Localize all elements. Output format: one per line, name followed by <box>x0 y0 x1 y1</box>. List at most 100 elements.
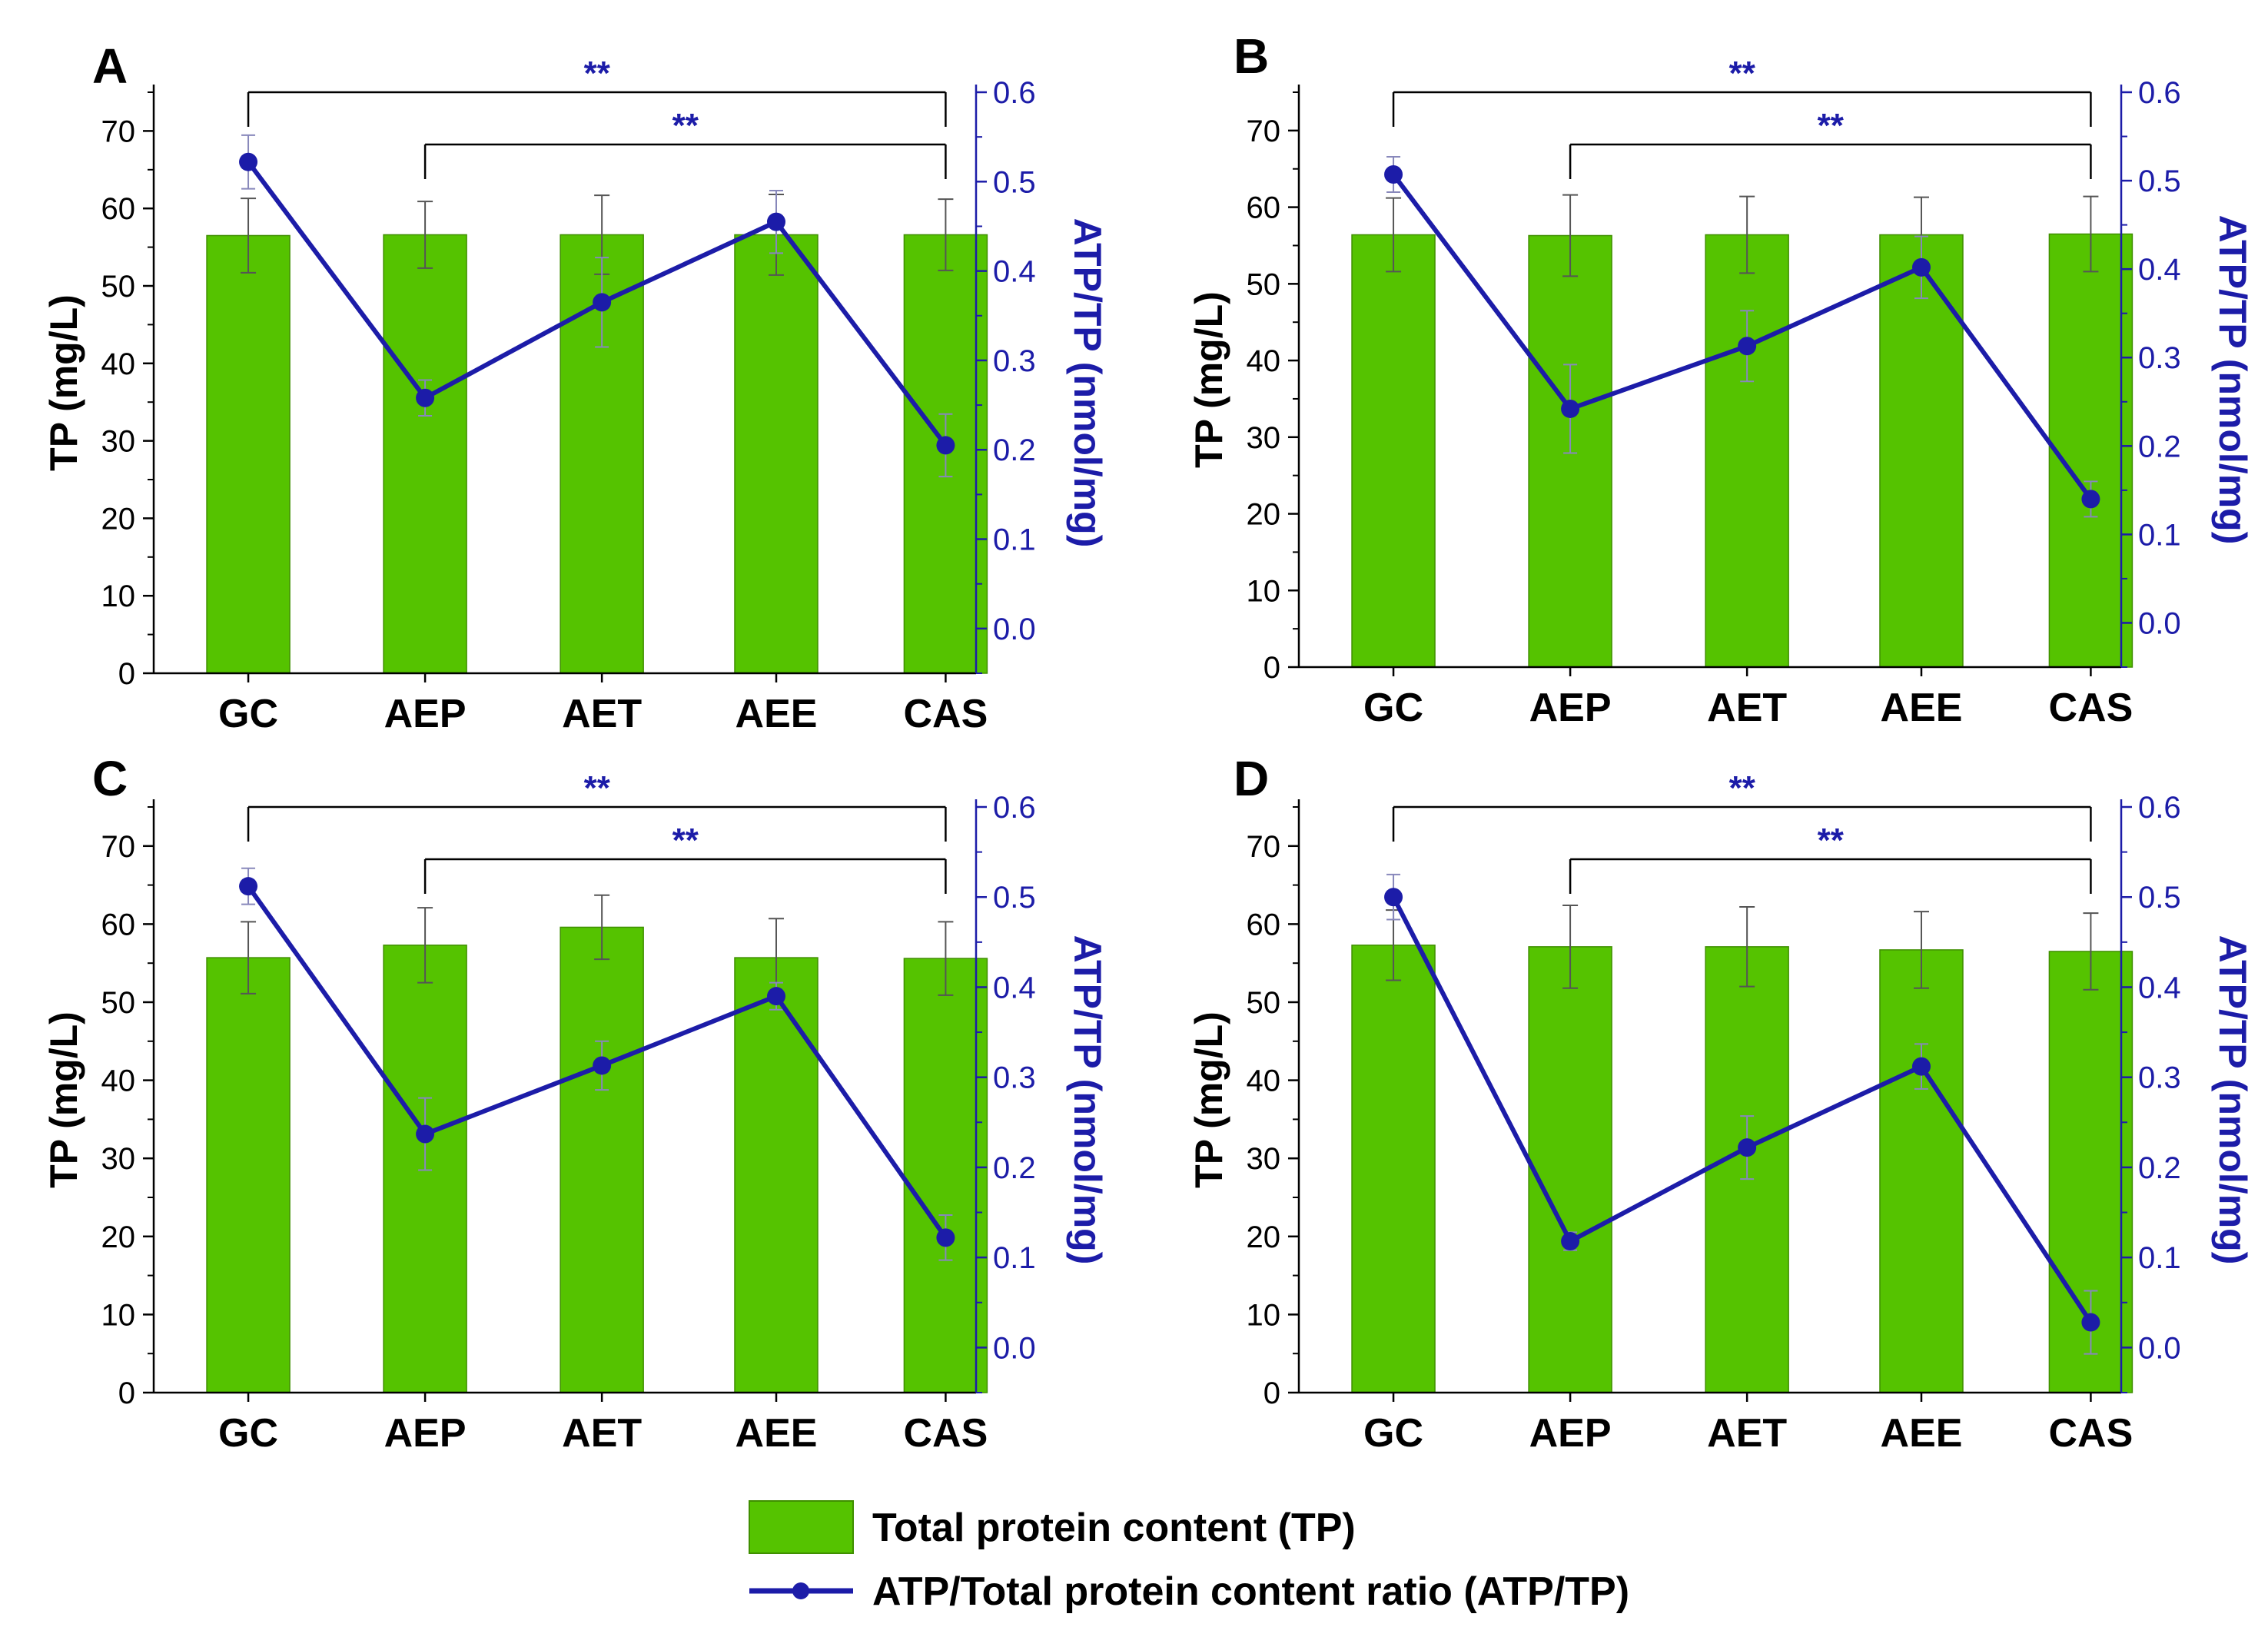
atp-tp-point-aee <box>767 213 785 231</box>
significance-bracket <box>1393 807 2090 842</box>
panel-c: C 0 10 20 30 40 50 60 70 0.0 0.1 0.2 0.3 0.4 0.5 0.6 GC A… <box>42 751 1109 1456</box>
panel-letter: B <box>1234 28 1269 84</box>
figure-svg: A0102030405060700.00.10.20.30.40.50.6GC A… <box>0 0 2268 1643</box>
left-axis-title: TP (mg/L) <box>42 1011 85 1188</box>
category-label: AEP <box>384 1411 467 1456</box>
left-tick-label: 30 <box>1247 1142 1281 1176</box>
right-tick-label: 0.1 <box>993 1241 1036 1275</box>
significance-bracket <box>1570 144 2090 179</box>
left-tick-label: 20 <box>1247 498 1281 532</box>
right-tick-label: 0.4 <box>2138 971 2181 1004</box>
significance-label: ** <box>1818 107 1845 144</box>
left-tick-label: 50 <box>101 270 136 304</box>
legend-bar-label: Total protein content (TP) <box>872 1506 1356 1550</box>
category-label: AEP <box>1529 1411 1612 1456</box>
legend-line-label: ATP/Total protein content ratio (ATP/TP) <box>872 1569 1629 1614</box>
left-tick-label: 60 <box>1247 191 1281 225</box>
category-label: AEE <box>736 692 818 736</box>
panel-letter: C <box>92 751 128 806</box>
significance-bracket <box>1570 859 2090 894</box>
category-label: AEP <box>1529 686 1612 730</box>
significance-bracket <box>425 144 945 179</box>
bar-gc <box>207 958 290 1393</box>
atp-tp-point-gc <box>1384 888 1403 906</box>
panel-d: D0102030405060700.00.10.20.30.40.50.6GC A… <box>1187 751 2254 1456</box>
significance-label: ** <box>584 55 611 92</box>
bar-aee <box>1880 950 1963 1393</box>
right-tick-label: 0.5 <box>993 881 1036 915</box>
right-tick-label: 0.4 <box>993 971 1036 1004</box>
left-tick-label: 10 <box>101 1298 136 1332</box>
right-tick-label: 0.5 <box>993 165 1036 199</box>
right-axis-title: ATP/TP (nmol/mg) <box>2211 215 2254 545</box>
category-label: CAS <box>904 692 988 736</box>
bar-aep <box>384 234 467 673</box>
significance-label: ** <box>1729 769 1756 807</box>
bar-aet <box>560 927 643 1393</box>
significance-bracket <box>1393 92 2090 127</box>
left-tick-label: 70 <box>1247 830 1281 864</box>
left-tick-label: 0 <box>1264 651 1280 685</box>
right-tick-label: 0.2 <box>2138 1151 2181 1185</box>
left-tick-label: 50 <box>1247 986 1281 1020</box>
bar-aee <box>735 958 818 1393</box>
atp-tp-point-cas <box>936 1228 955 1247</box>
right-tick-label: 0.0 <box>993 613 1036 646</box>
right-tick-label: 0.2 <box>993 1151 1036 1185</box>
right-tick-label: 0.3 <box>2138 341 2181 375</box>
atp-tp-point-aee <box>1912 1058 1931 1076</box>
category-label: GC <box>218 692 278 736</box>
category-label: AET <box>1707 686 1787 730</box>
left-axis-title: TP (mg/L) <box>1187 1011 1230 1188</box>
left-tick-label: 70 <box>101 115 136 148</box>
category-label: AEE <box>1881 1411 1963 1456</box>
left-tick-label: 30 <box>1247 421 1281 455</box>
right-axis-title: ATP/TP (nmol/mg) <box>1066 935 1109 1265</box>
left-tick-label: 40 <box>101 347 136 381</box>
significance-label: ** <box>1729 55 1756 92</box>
right-tick-label: 0.6 <box>2138 791 2181 825</box>
legend: Total protein content (TP) ATP/Total pro… <box>749 1501 1629 1614</box>
left-tick-label: 10 <box>1247 1298 1281 1332</box>
atp-tp-point-aet <box>593 293 611 311</box>
atp-tp-point-aee <box>767 987 785 1005</box>
significance-label: ** <box>672 822 699 859</box>
atp-tp-point-aep <box>416 1125 434 1144</box>
atp-tp-point-gc <box>1384 165 1403 184</box>
significance-label: ** <box>672 107 699 144</box>
right-tick-label: 0.2 <box>2138 430 2181 463</box>
right-tick-label: 0.1 <box>993 523 1036 557</box>
bar-cas <box>2049 234 2132 667</box>
atp-tp-point-aet <box>593 1056 611 1074</box>
right-tick-label: 0.4 <box>2138 253 2181 287</box>
atp-tp-point-gc <box>239 153 257 171</box>
right-tick-label: 0.6 <box>993 791 1036 825</box>
panel-b: B0102030405060700.00.10.20.30.40.50.6GC A… <box>1187 28 2254 730</box>
left-tick-label: 60 <box>101 192 136 226</box>
right-tick-label: 0.6 <box>993 76 1036 110</box>
left-tick-label: 70 <box>101 830 136 864</box>
left-tick-label: 20 <box>101 1220 136 1254</box>
left-tick-label: 20 <box>1247 1220 1281 1254</box>
significance-bracket <box>248 92 945 127</box>
atp-tp-point-cas <box>2081 490 2100 508</box>
significance-label: ** <box>1818 822 1845 859</box>
right-tick-label: 0.1 <box>2138 1241 2181 1275</box>
legend-bar-swatch <box>749 1501 853 1553</box>
category-label: GC <box>1363 1411 1423 1456</box>
panel-letter: D <box>1234 751 1269 806</box>
category-label: AEE <box>1881 686 1963 730</box>
left-tick-label: 10 <box>1247 574 1281 608</box>
left-tick-label: 40 <box>1247 1064 1281 1098</box>
category-label: CAS <box>2049 686 2134 730</box>
panel-a: A 0 10 20 30 40 50 60 70 0.0 0.1 0.2 0.3 0.4 0.5 0.6 GC A… <box>42 38 1109 736</box>
category-label: CAS <box>904 1411 988 1456</box>
right-tick-label: 0.0 <box>2138 1331 2181 1365</box>
left-tick-label: 60 <box>1247 908 1281 941</box>
bar-gc <box>1352 235 1435 667</box>
category-label: AET <box>562 1411 642 1456</box>
bar-gc <box>207 235 290 673</box>
right-tick-label: 0.0 <box>2138 606 2181 640</box>
category-label: AET <box>1707 1411 1787 1456</box>
left-tick-label: 50 <box>1247 267 1281 301</box>
